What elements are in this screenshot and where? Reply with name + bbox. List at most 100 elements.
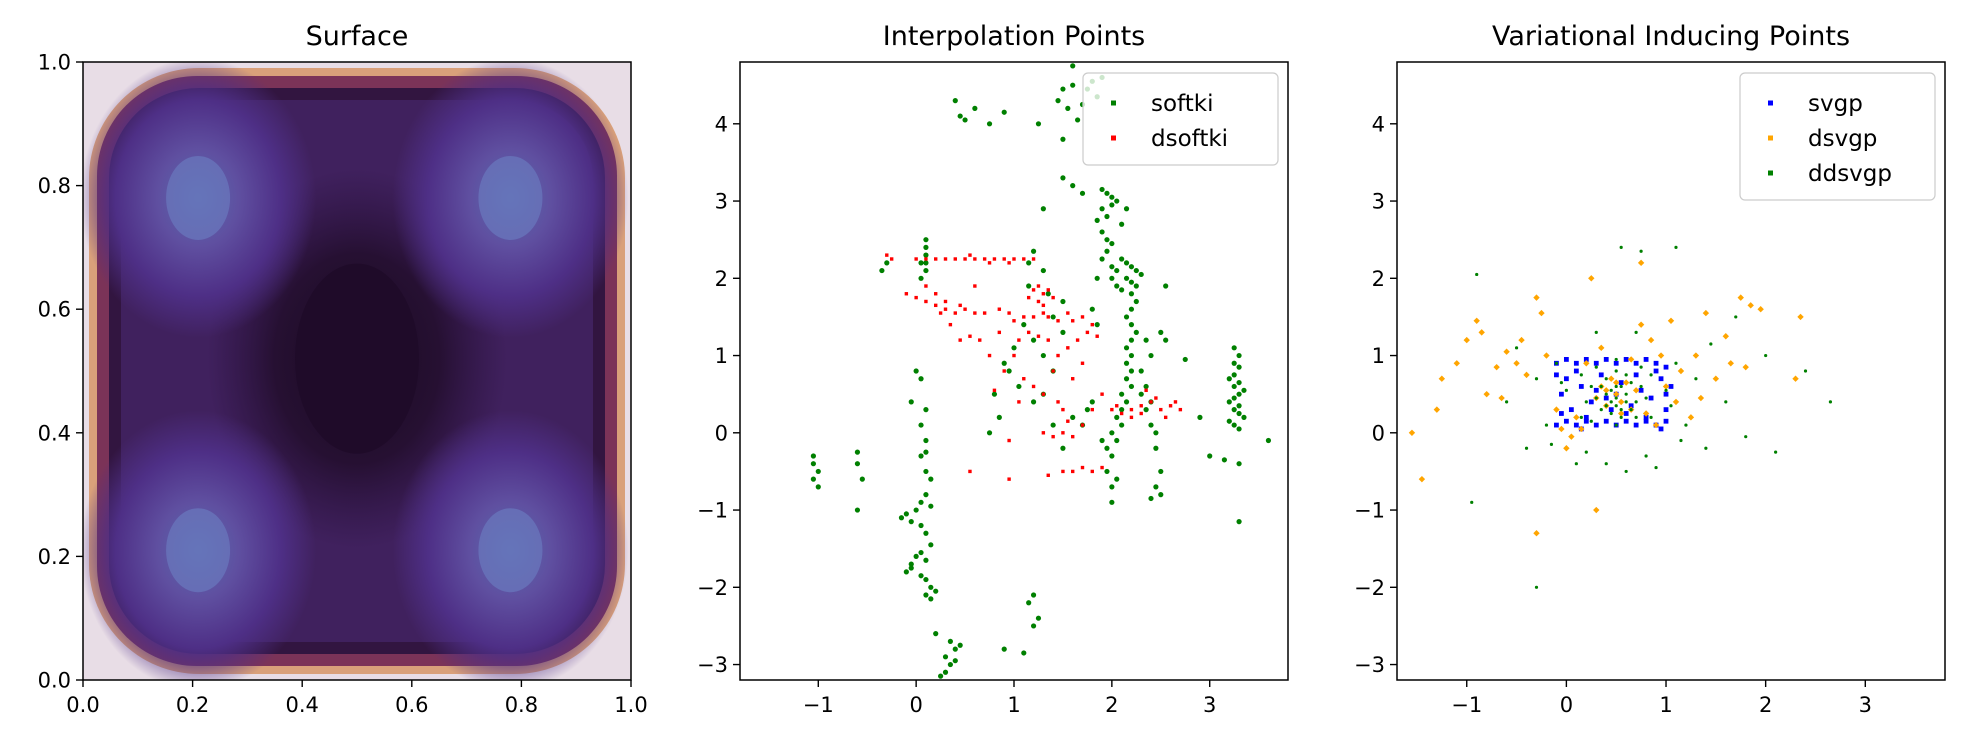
- data-point: [1089, 306, 1095, 312]
- data-point: [1002, 257, 1006, 261]
- data-point: [1644, 454, 1648, 458]
- data-point: [908, 399, 914, 405]
- data-point: [1599, 408, 1603, 412]
- data-point: [1774, 450, 1778, 454]
- data-point: [1639, 365, 1643, 369]
- data-point: [1094, 322, 1100, 328]
- data-point: [1559, 380, 1563, 385]
- data-point: [1104, 237, 1110, 243]
- data-point: [1583, 418, 1589, 424]
- data-point: [1017, 338, 1021, 342]
- data-point: [1123, 345, 1130, 351]
- data-point: [1236, 426, 1242, 432]
- x-tick-label: 1: [1007, 693, 1020, 717]
- data-point: [1182, 356, 1188, 363]
- data-point: [1035, 121, 1042, 127]
- data-point: [918, 422, 924, 428]
- data-point: [982, 311, 987, 315]
- data-point: [928, 596, 934, 602]
- data-point: [1712, 375, 1720, 382]
- data-point: [1236, 403, 1242, 409]
- data-point: [1168, 404, 1173, 408]
- x-tick-label: 1.0: [614, 693, 647, 717]
- data-point: [1648, 395, 1654, 401]
- data-point: [1026, 283, 1032, 289]
- data-point: [1056, 319, 1060, 323]
- data-point: [1066, 311, 1070, 315]
- data-point: [1609, 411, 1613, 416]
- data-point: [859, 476, 865, 482]
- data-point: [1143, 337, 1149, 343]
- data-point: [1041, 292, 1046, 296]
- data-point: [968, 253, 972, 257]
- data-point: [1603, 357, 1609, 362]
- chart-title: Variational Inducing Points: [1492, 21, 1850, 52]
- legend-label: ddsvgp: [1808, 161, 1892, 187]
- data-point: [1742, 363, 1749, 371]
- data-point: [1619, 408, 1623, 412]
- data-point: [938, 311, 943, 315]
- data-point: [973, 257, 977, 261]
- data-point: [1674, 245, 1678, 249]
- data-point: [1669, 404, 1673, 408]
- data-point: [1026, 295, 1031, 300]
- data-point: [1030, 623, 1037, 629]
- data-point: [1628, 403, 1634, 409]
- data-point: [1609, 400, 1613, 404]
- data-point: [1583, 414, 1589, 420]
- data-point: [1036, 334, 1041, 338]
- data-point: [1663, 407, 1669, 413]
- data-point: [1236, 410, 1242, 417]
- data-point: [923, 267, 929, 274]
- data-point: [923, 449, 929, 455]
- data-point: [934, 257, 938, 261]
- data-point: [1119, 221, 1125, 227]
- data-point: [1588, 275, 1595, 282]
- y-tick-label: −2: [697, 576, 728, 600]
- data-point: [1036, 284, 1041, 288]
- y-tick-label: 0: [715, 421, 728, 445]
- x-tick-label: 0.4: [285, 693, 318, 717]
- data-point: [1643, 418, 1649, 424]
- data-point: [923, 437, 929, 444]
- data-point: [1614, 357, 1618, 362]
- data-point: [1226, 376, 1232, 382]
- data-point: [1764, 353, 1768, 358]
- data-point: [1563, 418, 1569, 424]
- data-point: [928, 503, 934, 509]
- data-point: [918, 573, 924, 579]
- data-point: [1618, 380, 1624, 385]
- data-point: [1662, 383, 1670, 390]
- data-point: [1613, 360, 1619, 366]
- legend-marker: [1768, 170, 1773, 176]
- data-point: [1658, 426, 1664, 432]
- data-point: [1633, 360, 1639, 366]
- data-point: [1001, 109, 1007, 115]
- data-point: [1694, 377, 1698, 381]
- data-point: [1109, 430, 1115, 436]
- data-point: [908, 561, 914, 567]
- data-point: [1143, 383, 1149, 390]
- data-point: [1513, 360, 1520, 367]
- data-point: [1236, 379, 1242, 386]
- legend-label: svgp: [1808, 91, 1863, 117]
- axes-2: Interpolation Points softki dsoftki −1 0 1 2 3 −…: [697, 21, 1289, 717]
- data-point: [810, 453, 816, 459]
- data-point: [1109, 202, 1115, 208]
- data-point: [1060, 175, 1066, 181]
- data-point: [1614, 384, 1618, 389]
- data-point: [1036, 299, 1041, 304]
- data-point: [1594, 396, 1598, 400]
- data-point: [1483, 390, 1490, 398]
- data-point: [1109, 240, 1115, 247]
- data-point: [1071, 469, 1075, 474]
- data-point: [1663, 364, 1669, 370]
- data-point: [1133, 267, 1139, 274]
- data-point: [1128, 264, 1135, 270]
- y-tick-label: 2: [1372, 267, 1385, 291]
- data-point: [1066, 346, 1070, 350]
- data-point: [1061, 431, 1065, 435]
- data-point: [923, 244, 929, 250]
- data-point: [1554, 361, 1559, 365]
- data-point: [1055, 98, 1061, 104]
